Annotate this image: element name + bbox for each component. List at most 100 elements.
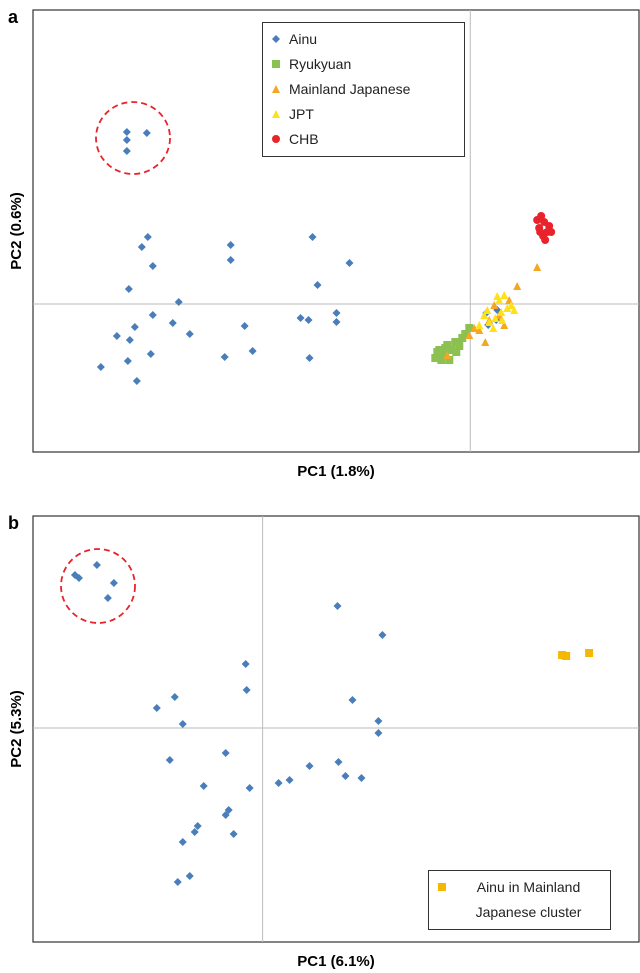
marker (513, 282, 522, 290)
marker (199, 782, 208, 790)
marker (357, 774, 366, 782)
marker (447, 346, 456, 354)
marker (500, 321, 509, 329)
marker (345, 259, 354, 267)
legend-marker (272, 60, 280, 68)
marker (304, 316, 313, 324)
marker (174, 298, 183, 306)
marker (178, 720, 187, 728)
marker (475, 326, 484, 334)
marker (103, 594, 112, 602)
marker (137, 243, 146, 251)
marker (245, 784, 254, 792)
marker (123, 357, 132, 365)
marker (173, 878, 182, 886)
legend-label: JPT (289, 106, 314, 122)
marker (440, 351, 449, 359)
x-axis-title: PC1 (6.1%) (297, 953, 375, 970)
marker (305, 354, 314, 362)
marker (500, 291, 509, 299)
marker (226, 256, 235, 264)
legend-item: Mainland Japanese (271, 77, 456, 102)
marker (313, 281, 322, 289)
panel-label: a (8, 7, 19, 27)
legend: Ainu in Mainland Japanese cluster (428, 870, 611, 930)
marker (475, 321, 484, 329)
marker (348, 696, 357, 704)
marker (332, 318, 341, 326)
marker (562, 652, 571, 660)
marker (221, 749, 230, 757)
marker (498, 316, 507, 324)
marker (272, 110, 280, 118)
marker (96, 363, 105, 371)
marker (272, 135, 280, 143)
legend-item: Ainu (271, 27, 456, 52)
legend-item: Ryukyuan (271, 52, 456, 77)
marker (132, 377, 141, 385)
marker (185, 330, 194, 338)
marker (272, 35, 280, 43)
highlight-circle (60, 548, 136, 624)
marker (285, 776, 294, 784)
marker (431, 354, 440, 362)
marker (92, 561, 101, 569)
marker (165, 756, 174, 764)
legend-marker (272, 135, 280, 143)
marker (470, 324, 479, 332)
marker (489, 324, 498, 332)
marker (541, 236, 550, 244)
plot-frame (32, 9, 640, 453)
legend-label: Ryukyuan (289, 56, 352, 72)
marker (146, 350, 155, 358)
marker (125, 336, 134, 344)
marker (272, 85, 280, 93)
marker (485, 318, 494, 326)
marker (142, 129, 151, 137)
legend-item: Ainu in Mainland Japanese cluster (437, 875, 602, 925)
x-axis-title: PC1 (1.8%) (297, 463, 375, 480)
marker (465, 331, 474, 339)
marker (443, 351, 452, 359)
marker (465, 324, 474, 332)
marker (483, 306, 492, 314)
marker (274, 779, 283, 787)
legend-label: CHB (289, 131, 319, 147)
y-axis-title: PC2 (0.6%) (8, 192, 25, 270)
marker (124, 285, 133, 293)
legend-item: CHB (271, 127, 456, 152)
legend-item: JPT (271, 102, 456, 127)
marker (455, 342, 464, 350)
legend-marker (272, 85, 280, 93)
marker (193, 822, 202, 830)
marker (341, 772, 350, 780)
marker (497, 308, 506, 316)
marker (152, 704, 161, 712)
marker (437, 356, 446, 364)
marker (503, 304, 512, 312)
y-axis-title: PC2 (5.3%) (8, 690, 25, 768)
marker (305, 762, 314, 770)
marker (221, 811, 230, 819)
marker (143, 233, 152, 241)
plot-frame (32, 515, 640, 943)
marker (185, 872, 194, 880)
marker (168, 319, 177, 327)
marker (296, 314, 305, 322)
legend-marker (438, 883, 446, 891)
marker (493, 292, 502, 300)
marker (122, 147, 131, 155)
marker (378, 631, 387, 639)
marker (480, 311, 489, 319)
marker (148, 262, 157, 270)
legend-marker (272, 35, 280, 43)
marker (374, 729, 383, 737)
legend-label: Mainland Japanese (289, 81, 411, 97)
marker (220, 353, 229, 361)
marker (74, 574, 83, 582)
legend-label: Ainu (289, 31, 318, 47)
marker (229, 830, 238, 838)
marker (272, 60, 280, 68)
marker (510, 306, 519, 314)
